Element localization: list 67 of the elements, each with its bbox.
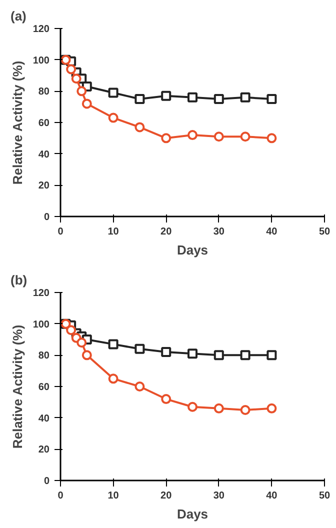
point — [214, 350, 224, 360]
point — [188, 402, 198, 412]
y-tick-label: 60 — [38, 382, 50, 393]
point — [161, 90, 172, 101]
x-axis-title: Days — [176, 242, 208, 258]
x-tick-label: 20 — [160, 226, 172, 238]
x-tick-label: 0 — [58, 490, 64, 502]
x-tick-label: 40 — [266, 226, 278, 238]
y-tick-label: 0 — [44, 212, 50, 223]
y-tick-label: 20 — [38, 444, 50, 456]
point — [188, 92, 198, 102]
chart-title: (b) — [10, 272, 28, 288]
chart-title: (a) — [10, 8, 26, 24]
point — [240, 92, 250, 102]
y-tick-label: 20 — [38, 180, 50, 192]
x-axis-title: Days — [176, 506, 208, 522]
x-tick-label: 30 — [213, 490, 225, 502]
point — [108, 112, 118, 123]
x-tick-label: 10 — [108, 226, 120, 238]
x-tick-label: 0 — [58, 226, 64, 238]
y-tick-label: 40 — [38, 149, 50, 160]
point — [66, 64, 76, 74]
y-tick-label: 60 — [38, 118, 50, 129]
point — [82, 350, 92, 360]
x-tick-label: 40 — [266, 490, 278, 502]
point — [134, 94, 145, 104]
y-tick-label: 0 — [44, 476, 50, 487]
point — [82, 98, 92, 109]
point — [161, 347, 172, 358]
point — [108, 88, 118, 98]
point — [161, 394, 172, 404]
x-tick-label: 50 — [318, 226, 330, 238]
y-axis-title: Relative Activity (%) — [10, 60, 25, 185]
point — [108, 374, 118, 384]
point — [161, 133, 172, 144]
y-tick-label: 40 — [38, 413, 50, 424]
point — [188, 130, 198, 140]
point — [66, 325, 76, 336]
point — [134, 344, 145, 354]
x-tick-label: 10 — [108, 490, 120, 502]
y-tick-label: 100 — [32, 319, 50, 330]
point — [214, 403, 224, 414]
y-tick-label: 80 — [38, 350, 50, 362]
point — [188, 348, 198, 359]
point — [108, 339, 118, 350]
point — [266, 133, 277, 144]
x-tick-label: 20 — [160, 490, 172, 502]
y-tick-label: 120 — [32, 288, 50, 299]
y-axis-title: Relative Activity (%) — [10, 324, 25, 449]
point — [76, 86, 87, 96]
point — [214, 94, 224, 104]
point — [134, 382, 145, 392]
point — [240, 350, 250, 360]
point — [266, 403, 277, 414]
y-tick-label: 120 — [32, 24, 50, 35]
point — [76, 338, 87, 348]
x-tick-label: 50 — [318, 490, 330, 502]
point — [240, 132, 250, 142]
point — [134, 122, 145, 132]
point — [266, 94, 277, 104]
x-tick-label: 30 — [213, 226, 225, 238]
y-tick-label: 80 — [38, 86, 50, 98]
y-tick-label: 100 — [32, 55, 50, 66]
point — [214, 132, 224, 142]
point — [266, 350, 277, 360]
point — [71, 74, 82, 84]
point — [240, 405, 250, 415]
